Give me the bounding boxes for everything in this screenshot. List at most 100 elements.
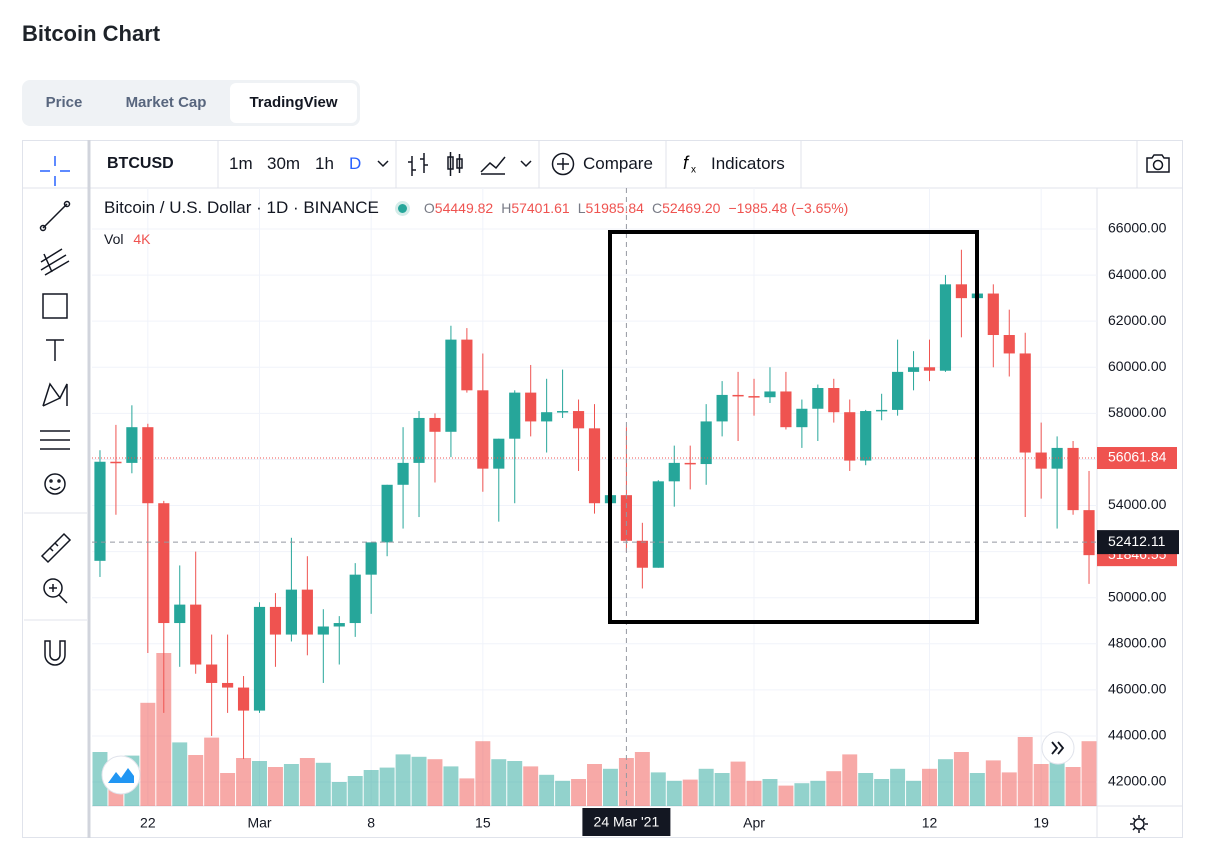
volume-bar: [427, 759, 443, 806]
tab[interactable]: Market Cap: [125, 94, 207, 111]
candle-body: [907, 367, 920, 372]
volume-bar: [491, 759, 507, 806]
volume-bar: [236, 758, 252, 806]
candle-body: [1019, 353, 1031, 453]
volume-bar: [1001, 772, 1017, 806]
volume-bar: [762, 779, 778, 806]
interval[interactable]: 30m: [267, 154, 301, 173]
candle-body: [461, 339, 473, 391]
y-tick-label: 46000.00: [1108, 681, 1167, 697]
volume-bar: [682, 779, 698, 806]
candle-body: [110, 461, 122, 464]
symbol[interactable]: BTCUSD: [107, 155, 174, 172]
chart-frame: [22, 140, 1183, 838]
x-tick-label: Apr: [743, 815, 765, 831]
y-tick-label: 44000.00: [1108, 727, 1167, 743]
volume-bar: [794, 783, 810, 806]
candle-body: [892, 371, 904, 410]
volume-bar: [459, 778, 475, 806]
volume-bar: [714, 773, 730, 806]
candle-body: [525, 392, 537, 422]
candle-body: [876, 409, 888, 412]
volume-bar: [858, 773, 874, 806]
interval-active[interactable]: D: [349, 154, 362, 173]
candle-body: [365, 542, 377, 575]
candle-body: [413, 417, 425, 463]
candle-body: [780, 391, 792, 428]
volume-bar: [395, 754, 411, 806]
candle-body: [684, 462, 696, 465]
candle-body: [796, 408, 808, 428]
volume-bar: [315, 762, 331, 806]
interval[interactable]: 1h: [315, 154, 334, 173]
volume-bar: [922, 768, 937, 806]
tab-active[interactable]: TradingView: [230, 83, 357, 123]
candle-body: [94, 461, 106, 561]
candle-body: [588, 428, 601, 504]
volume-bar: [1017, 737, 1033, 806]
interval[interactable]: 1m: [229, 154, 253, 173]
candle-body: [158, 503, 170, 624]
crosshair-date: 24 Mar '21: [594, 814, 660, 830]
overlay-buttons[interactable]: [101, 731, 1148, 833]
ohlc-prefix: H: [501, 200, 512, 216]
toolbar-icons[interactable]: [377, 152, 1170, 176]
candle-body: [1051, 447, 1063, 469]
volume-bar: [874, 779, 890, 806]
drawing-tools[interactable]: [39, 156, 72, 666]
volume-bar: [937, 759, 953, 806]
series-title: Bitcoin / U.S. Dollar · 1D · BINANCE: [104, 198, 379, 217]
candle-body: [222, 682, 234, 688]
price-label-box: [1097, 447, 1177, 470]
x-tick-label: 15: [475, 815, 491, 831]
candle-body: [732, 394, 744, 397]
compare-button[interactable]: Compare: [583, 154, 653, 173]
y-tick-label: 48000.00: [1108, 634, 1167, 650]
indicators-button[interactable]: Indicators: [711, 154, 785, 173]
highlight-box: [608, 230, 979, 624]
status-dot: [394, 200, 410, 216]
candle-body: [572, 411, 585, 429]
volume-bar: [555, 780, 571, 806]
volume-bar: [826, 771, 842, 806]
tab[interactable]: Price: [45, 94, 83, 111]
y-tick-label: 60000.00: [1108, 358, 1167, 374]
price-label: 56061.84: [1108, 449, 1167, 465]
volume-bar: [299, 758, 315, 806]
candle-body: [1035, 452, 1047, 469]
candle-body: [557, 411, 569, 413]
candle-body: [636, 540, 648, 568]
volume-bar: [730, 761, 746, 806]
volume-bar: [220, 773, 236, 806]
candle-body: [206, 664, 218, 683]
candle-body: [844, 412, 856, 461]
volume-bar: [156, 653, 172, 806]
candle-body: [349, 574, 361, 624]
y-tick-label: 54000.00: [1108, 496, 1167, 512]
change: −1985.48 (−3.65%): [728, 200, 849, 216]
candle-body: [764, 391, 776, 398]
volume-bar: [746, 780, 762, 806]
candle-body: [812, 388, 824, 409]
candle-body: [190, 604, 202, 665]
candle-body: [174, 604, 186, 624]
candle-body: [317, 626, 329, 635]
volume-bar: [379, 767, 395, 806]
volume-bar: [666, 780, 682, 806]
volume-bar: [475, 741, 491, 806]
y-tick-label: 64000.00: [1108, 266, 1167, 282]
volume-bar: [969, 773, 985, 806]
candle-body: [860, 411, 872, 461]
chrome: [22, 140, 1183, 838]
volume-bar: [507, 761, 523, 806]
volume-bar: [443, 766, 459, 806]
candle-body: [253, 606, 266, 711]
volume-bar: [252, 761, 267, 806]
ohlc-value: 52469.20: [662, 200, 721, 216]
candle-body: [652, 481, 664, 568]
candle-body: [987, 293, 999, 336]
candle-body: [301, 589, 313, 635]
candle-body: [1083, 510, 1095, 556]
volume-bar: [331, 782, 347, 806]
